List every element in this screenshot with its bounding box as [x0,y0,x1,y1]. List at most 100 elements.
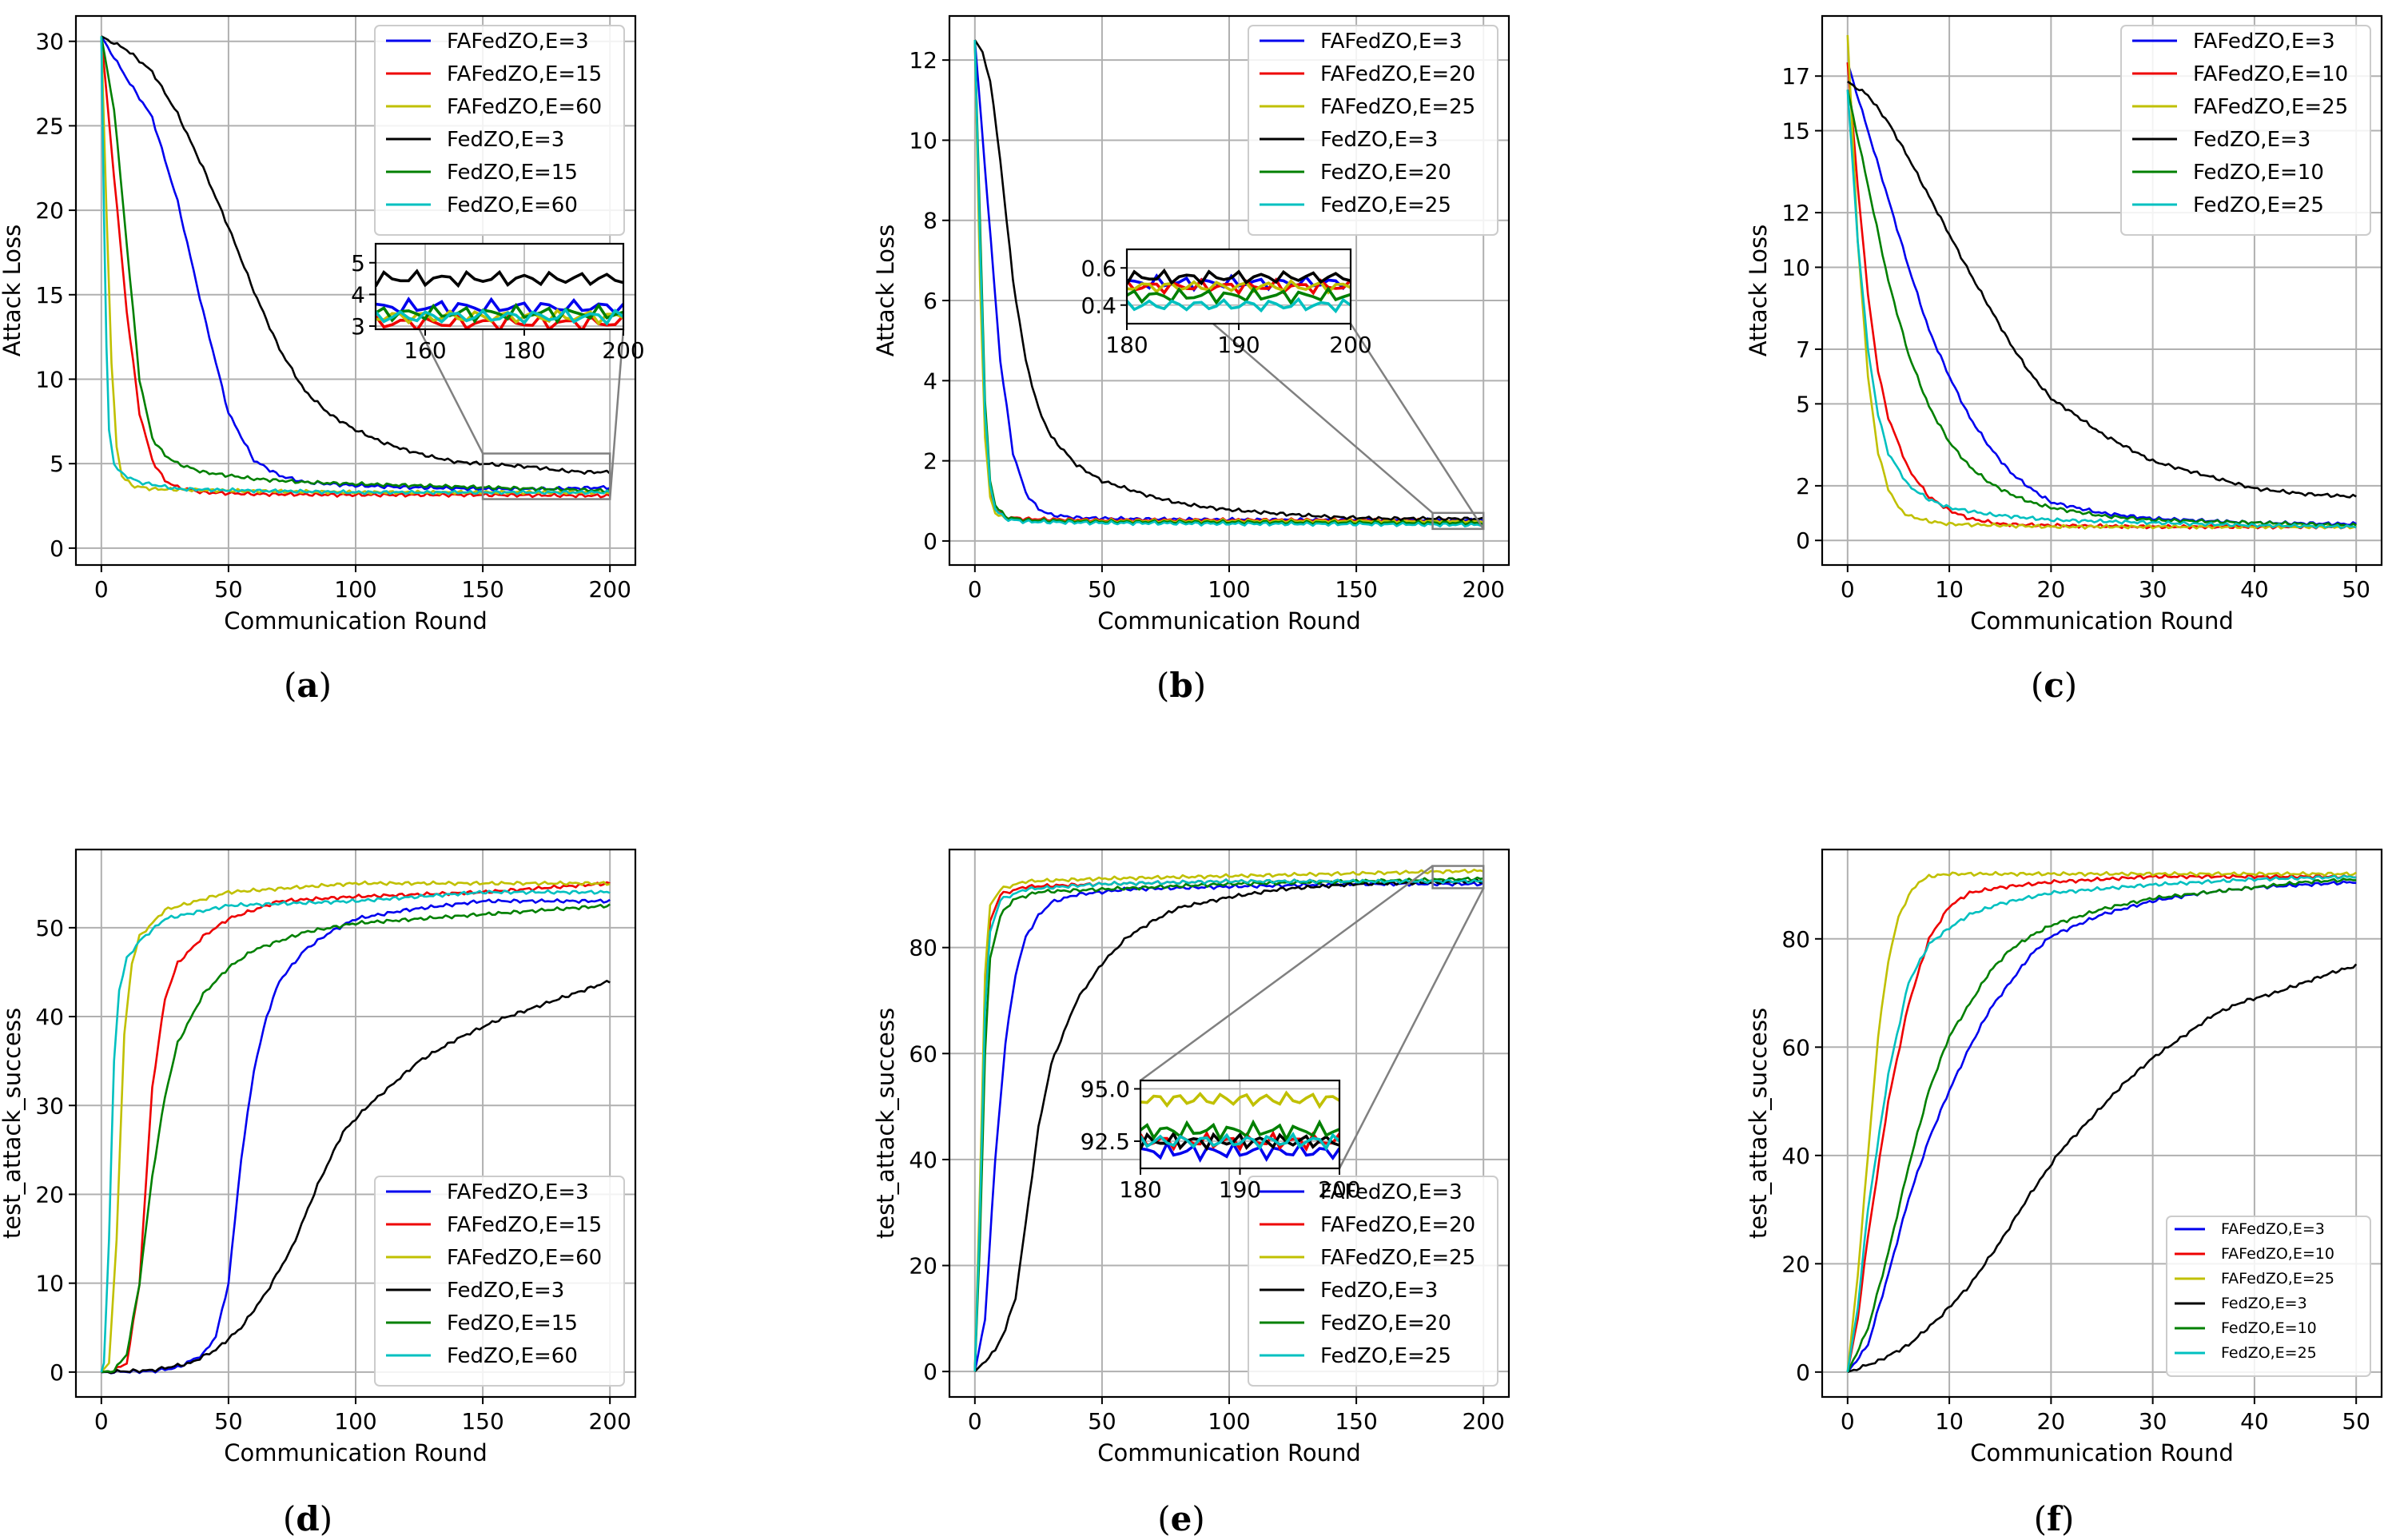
legend-label: FAFedZO,E=60 [447,95,602,119]
series-line [101,903,611,1374]
x-tick-label: 100 [1208,1408,1250,1435]
y-tick-label: 30 [35,29,64,55]
legend-label: FedZO,E=10 [2193,161,2324,185]
y-tick-label: 17 [1781,63,1810,90]
inset-x-tick-label: 180 [1119,1176,1161,1203]
x-axis-label: Communication Round [224,1439,488,1466]
inset-series-line [1127,277,1351,296]
series-line [1846,870,2357,1372]
legend-label: FAFedZO,E=15 [447,62,602,86]
series-line [1847,963,2358,1374]
y-tick-label: 2 [923,448,937,475]
y-axis-label: test_attack_success [872,1008,899,1239]
subfigure-caption: (e) [1157,1499,1205,1538]
x-axis-label: Communication Round [1097,607,1361,635]
x-tick-label: 200 [588,1408,631,1435]
y-tick-label: 25 [35,113,64,139]
legend-label: FAFedZO,E=3 [447,1180,589,1204]
chart-c: 0 10 20 30 40 50 0 2 5 7 10 12 15 17 Communication Rou… [1745,14,2383,705]
series-line [100,889,611,1373]
inset-series-line [1140,1090,1339,1109]
legend: FAFedZO,E=3 FAFedZO,E=20 FAFedZO,E=25 FedZO… [1248,1176,1498,1387]
series-line [1846,873,2357,1373]
legend-label: FedZO,E=3 [447,128,564,152]
legend-label: FAFedZO,E=3 [1320,30,1463,54]
inset-y-tick-label: 0.6 [1081,255,1116,281]
chart-a: 0 50 100 150 200 0 5 10 15 20 25 30 Communication Ro… [0,14,645,705]
chart-f: 0 10 20 30 40 50 0 20 40 60 80 Communication Round t… [1745,848,2383,1538]
inset-x-tick-label: 180 [1105,332,1148,358]
inset-series-line [1140,1132,1339,1152]
subfigure-caption: (f) [2034,1499,2075,1538]
plot-frame [1821,848,2383,1399]
y-tick-label: 12 [909,47,937,74]
zoom-region [1431,511,1485,531]
y-tick-label: 10 [1781,254,1810,281]
y-tick-label: 20 [35,197,64,224]
x-tick-label: 30 [2139,1408,2167,1435]
x-tick-label: 150 [1335,576,1377,603]
x-tick-label: 40 [2240,1408,2269,1435]
legend-box [1248,1176,1498,1387]
inset-y-tick-label: 0.4 [1081,292,1116,319]
inset-series-line [1140,1119,1339,1143]
legend-label: FedZO,E=60 [447,193,578,217]
inset-axes: 180 190 200 0.4 0.6 [1081,248,1372,358]
legend-label: FAFedZO,E=60 [447,1246,602,1270]
x-tick-label: 40 [2240,576,2269,603]
y-tick-label: 30 [35,1092,64,1119]
x-tick-label: 50 [1088,576,1116,603]
legend-label: FedZO,E=15 [447,161,578,185]
series-line [1846,874,2357,1373]
x-tick-label: 100 [334,576,376,603]
inset-series-line [1127,286,1351,306]
x-axis-label: Communication Round [1097,1439,1361,1466]
x-tick-label: 50 [214,1408,243,1435]
y-tick-label: 40 [1781,1143,1810,1169]
series-line [100,36,611,495]
inset-y-tick-label: 3 [351,313,365,340]
series-line [1846,877,2357,1373]
legend-box [374,25,625,236]
y-tick-label: 20 [909,1253,937,1279]
zoom-connector [1338,887,1485,1169]
legend-label: FAFedZO,E=25 [2221,1270,2334,1287]
y-tick-label: 80 [909,935,937,961]
y-tick-label: 40 [909,1147,937,1173]
x-tick-label: 0 [94,1408,109,1435]
legend-label: FAFedZO,E=3 [2193,30,2335,54]
y-axis-label: Attack Loss [1745,225,1772,356]
chart-e: 0 50 100 150 200 0 20 40 60 80 Communication Round… [872,848,1510,1538]
series-line [973,39,1484,522]
zoom-region [1431,865,1485,889]
legend-label: FAFedZO,E=25 [1320,1246,1475,1270]
inset-x-tick-label: 200 [602,337,644,364]
inset-series-line [1140,1140,1339,1163]
y-tick-label: 20 [1781,1251,1810,1277]
inset-series-line [1127,279,1351,295]
inset-y-tick-label: 92.5 [1081,1128,1130,1155]
x-tick-label: 30 [2139,576,2167,603]
series-line [973,868,1484,1372]
y-tick-label: 0 [923,1359,937,1385]
legend-label: FedZO,E=3 [447,1279,564,1303]
legend-box [2166,1216,2371,1377]
y-tick-label: 15 [35,282,64,308]
y-tick-label: 6 [923,288,937,314]
legend-label: FedZO,E=15 [447,1311,578,1335]
y-tick-label: 15 [1781,118,1810,145]
inset-series-line [376,308,623,326]
y-axis-label: test_attack_success [1745,1008,1772,1239]
subfigure-caption: (a) [284,666,332,705]
legend-label: FedZO,E=20 [1320,1311,1451,1335]
series-line [1847,80,2357,499]
x-tick-label: 50 [214,576,243,603]
legend-label: FAFedZO,E=20 [1320,62,1475,86]
inset-x-tick-label: 180 [503,337,545,364]
series-line [1846,90,2357,530]
legend: FAFedZO,E=3 FAFedZO,E=15 FAFedZO,E=60 FedZO… [374,1176,625,1387]
legend: FAFedZO,E=3 FAFedZO,E=20 FAFedZO,E=25 FedZO… [1248,25,1498,236]
inset-series-line [376,296,623,318]
x-tick-label: 10 [1935,576,1964,603]
